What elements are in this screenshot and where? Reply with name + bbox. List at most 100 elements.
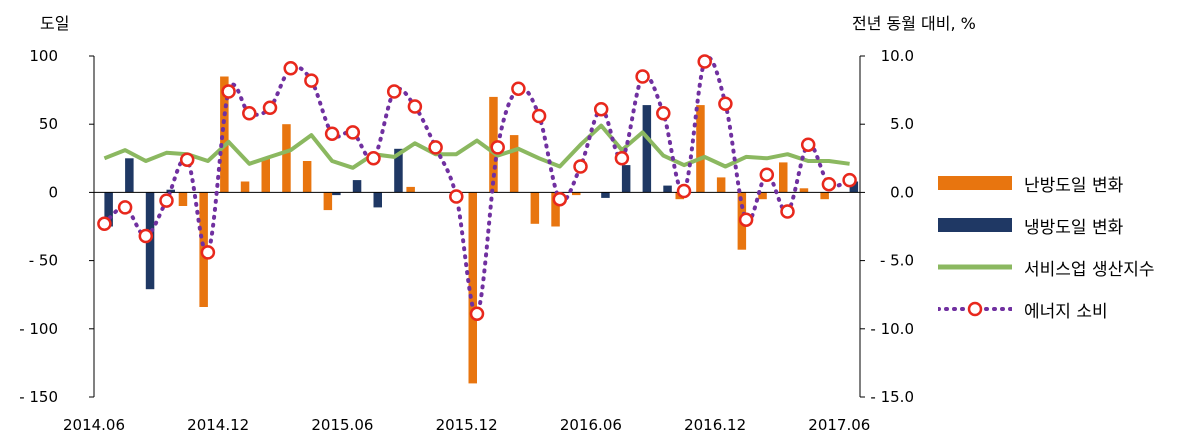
cooling-bar — [125, 158, 134, 193]
heating-bar — [406, 186, 415, 193]
legend-label-service: 서비스업 생산지수 — [1024, 259, 1155, 280]
energy-consumption-marker — [117, 200, 133, 215]
x-tick-label: 2014.06 — [63, 416, 125, 434]
energy-consumption-marker — [718, 96, 733, 111]
energy-consumption-marker — [221, 84, 236, 99]
energy-consumption-marker — [780, 204, 795, 219]
energy-consumption-marker — [842, 172, 857, 188]
energy-consumption-marker — [821, 176, 837, 192]
energy-consumption-marker — [179, 152, 195, 167]
heating-bar — [282, 124, 291, 193]
energy-consumption-marker — [511, 81, 526, 96]
cooling-bar — [332, 192, 341, 196]
right-tick-label: 0.0 — [890, 183, 914, 201]
cooling-bar — [663, 185, 672, 193]
legend-item-heating: 난방도일 변화 — [938, 162, 1188, 204]
heating-bar — [820, 192, 829, 200]
energy-consumption-marker — [200, 245, 216, 260]
energy-consumption-marker — [469, 306, 485, 322]
cooling-bar — [642, 105, 652, 193]
energy-consumption-marker — [283, 61, 298, 76]
energy-consumption-marker — [738, 212, 754, 227]
energy-consumption-marker — [697, 54, 712, 69]
heating-bar — [323, 192, 333, 211]
x-tick-label: 2016.12 — [684, 416, 746, 434]
energy-consumption-marker — [552, 191, 568, 207]
heating-bar — [302, 161, 312, 193]
energy-consumption-marker — [242, 106, 257, 121]
cooling-bar — [849, 181, 859, 193]
legend-label-cooling: 냉방도일 변화 — [1024, 217, 1124, 238]
cooling-bar — [352, 180, 362, 193]
energy-consumption-marker — [635, 69, 650, 84]
cooling-bar — [601, 192, 610, 198]
legend-swatch-service — [938, 250, 1012, 284]
heating-bar — [261, 158, 270, 193]
heating-bar — [240, 181, 250, 193]
heating-bar — [530, 192, 540, 224]
legend-item-energy: 에너지 소비 — [938, 288, 1188, 330]
energy-consumption-marker — [407, 99, 423, 114]
energy-consumption-marker — [138, 228, 154, 244]
heating-bar — [758, 192, 767, 200]
legend-item-cooling: 냉방도일 변화 — [938, 204, 1188, 246]
energy-consumption-marker — [614, 151, 630, 166]
heating-swatch-rect — [938, 176, 1012, 190]
bar-layer — [104, 76, 859, 384]
service-index-line — [103, 123, 850, 170]
energy-consumption-marker — [593, 101, 609, 117]
cooling-bar — [104, 192, 113, 227]
heating-bar — [572, 192, 581, 196]
heating-bar — [696, 105, 705, 193]
legend-swatch-heating — [938, 166, 1012, 200]
energy-consumption-marker — [366, 151, 381, 166]
energy-consumption-marker — [676, 183, 692, 199]
right-tick-label: - 10.0 — [870, 320, 914, 338]
heating-bar — [551, 192, 560, 227]
x-tick-label: 2017.06 — [808, 416, 870, 434]
cooling-bar — [166, 189, 175, 193]
heating-bar — [178, 192, 188, 206]
right-axis-title: 전년 동월 대비, % — [852, 14, 976, 33]
heating-bar — [779, 162, 788, 193]
right-tick-label: - 15.0 — [870, 388, 914, 406]
energy-consumption-marker — [531, 108, 547, 124]
cooling-bar — [621, 165, 631, 193]
legend: 난방도일 변화 냉방도일 변화 서비스업 생산지수 에너지 소비 — [938, 162, 1188, 330]
left-tick-label: - 50 — [29, 252, 58, 270]
heating-bar — [799, 188, 809, 193]
energy-swatch-marker — [967, 301, 983, 317]
left-axis-title: 도일 — [40, 14, 70, 33]
tick-label-layer: 100 50 0 - 50 - 100 - 150 10.0 5.0 0.0 - 5.0 - 10.… — [19, 47, 914, 434]
x-tick-label: 2016.06 — [560, 416, 622, 434]
energy-consumption-marker — [428, 140, 443, 155]
left-tick-label: - 150 — [19, 388, 58, 406]
cooling-bar — [373, 192, 382, 208]
energy-consumption-marker — [304, 73, 319, 88]
axes-layer — [89, 55, 865, 398]
heating-bar — [220, 76, 229, 193]
legend-swatch-energy — [938, 292, 1012, 326]
x-tick-label: 2014.12 — [187, 416, 249, 434]
right-tick-label: 5.0 — [890, 115, 914, 133]
legend-label-heating: 난방도일 변화 — [1024, 175, 1124, 196]
energy-consumption-marker — [97, 216, 112, 232]
x-tick-label: 2015.12 — [436, 416, 498, 434]
energy-consumption-marker — [449, 189, 464, 204]
energy-consumption-marker — [800, 137, 816, 152]
heating-bar — [716, 177, 726, 193]
legend-swatch-cooling — [938, 208, 1012, 242]
energy-consumption-marker — [345, 125, 361, 140]
energy-consumption-marker — [386, 84, 402, 99]
heating-bar — [509, 135, 519, 193]
energy-consumption-marker — [759, 167, 775, 182]
x-tick-label: 2015.06 — [311, 416, 373, 434]
left-tick-label: 100 — [29, 47, 58, 65]
legend-item-service: 서비스업 생산지수 — [938, 246, 1188, 288]
energy-consumption-marker — [490, 140, 505, 155]
energy-consumption-marker — [324, 126, 340, 141]
energy-consumption-marker — [262, 100, 278, 116]
right-tick-label: - 5.0 — [880, 252, 914, 270]
cooling-bar — [394, 148, 403, 193]
